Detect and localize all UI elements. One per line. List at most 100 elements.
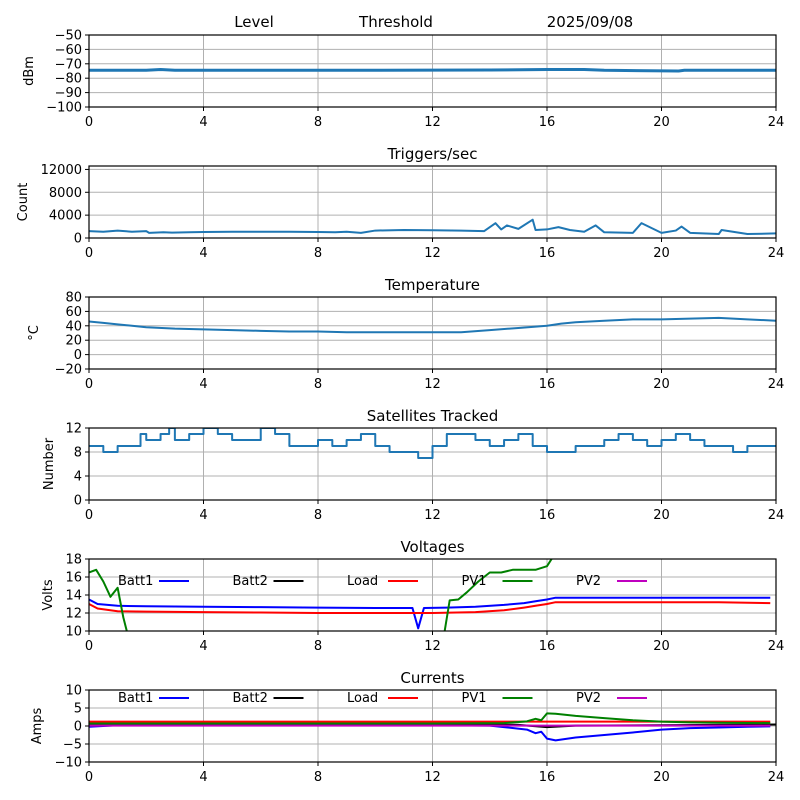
y-axis-label: Volts: [41, 579, 56, 611]
legend-label-load: Load: [347, 691, 378, 706]
y-tick-label: 16: [65, 571, 82, 586]
legend-label-pv1: PV1: [462, 691, 487, 706]
y-tick-label: 10: [65, 625, 82, 640]
x-tick-label: 8: [314, 508, 322, 523]
y-axis-label: Number: [42, 437, 57, 490]
series-group: [89, 68, 776, 73]
legend-label-pv2: PV2: [576, 691, 601, 706]
series-line-level: [89, 68, 776, 73]
y-tick-label: 5: [74, 702, 82, 717]
legend-label-batt2: Batt2: [233, 574, 268, 589]
legend-label-batt1: Batt1: [118, 691, 153, 706]
y-tick-label: −5: [63, 738, 82, 753]
x-tick-label: 24: [768, 115, 785, 130]
y-tick-label: 0: [74, 494, 82, 509]
y-tick-label: 40: [65, 319, 82, 334]
legend: Batt1 Batt2 Load PV1 PV2: [118, 574, 647, 589]
x-tick-label: 20: [653, 639, 670, 654]
x-tick-label: 0: [85, 508, 93, 523]
header-label-level: Level: [234, 13, 274, 31]
y-tick-label: 12: [65, 607, 82, 622]
panel-title: Voltages: [400, 538, 464, 556]
header-labels: Level Threshold 2025/09/08: [234, 13, 633, 31]
x-tick-label: 20: [653, 508, 670, 523]
x-tick-label: 8: [314, 377, 322, 392]
x-tick-label: 0: [85, 639, 93, 654]
y-tick-label: 18: [65, 553, 82, 568]
y-tick-label: −80: [55, 72, 82, 87]
x-tick-label: 4: [199, 377, 207, 392]
x-tick-label: 12: [424, 639, 441, 654]
y-tick-label: 8: [74, 446, 82, 461]
series-line-batt1: [89, 596, 771, 630]
y-tick-label: 10: [65, 684, 82, 699]
x-tick-label: 16: [539, 246, 556, 261]
series-line-pv1: [89, 712, 771, 725]
x-tick-label: 20: [653, 115, 670, 130]
y-tick-label: 0: [74, 720, 82, 735]
x-tick-label: 16: [539, 770, 556, 785]
panel-title: Temperature: [384, 276, 480, 294]
y-tick-label: 8000: [49, 186, 82, 201]
legend-label-pv1: PV1: [462, 574, 487, 589]
y-tick-label: 14: [65, 589, 82, 604]
series-line-triggers: [89, 218, 776, 235]
x-tick-label: 0: [85, 770, 93, 785]
x-tick-label: 24: [768, 639, 785, 654]
x-tick-label: 0: [85, 377, 93, 392]
x-tick-label: 24: [768, 508, 785, 523]
y-tick-label: 0: [74, 232, 82, 247]
legend: Batt1 Batt2 Load PV1 PV2: [118, 691, 647, 706]
y-tick-label: −20: [55, 363, 82, 378]
series-group: [89, 316, 776, 334]
x-tick-label: 24: [768, 377, 785, 392]
series-group: [89, 559, 771, 631]
x-tick-label: 8: [314, 115, 322, 130]
series-line-load: [89, 601, 771, 614]
x-tick-label: 4: [199, 115, 207, 130]
y-tick-label: −50: [55, 29, 82, 44]
y-tick-label: 80: [65, 291, 82, 306]
x-tick-label: 12: [424, 770, 441, 785]
y-tick-label: −90: [55, 86, 82, 101]
panel-title: Satellites Tracked: [367, 407, 498, 425]
x-tick-label: 12: [424, 508, 441, 523]
y-tick-label: 4: [74, 470, 82, 485]
series-line-temperature: [89, 316, 776, 334]
x-tick-label: 4: [199, 246, 207, 261]
header-label-threshold: Threshold: [358, 13, 433, 31]
y-tick-label: −10: [55, 756, 82, 771]
x-tick-label: 16: [539, 639, 556, 654]
x-tick-label: 16: [539, 377, 556, 392]
x-tick-label: 0: [85, 246, 93, 261]
y-tick-label: 12: [65, 422, 82, 437]
x-tick-label: 16: [539, 115, 556, 130]
panel-level: 0 4 8 12 16 20 24 −100−90−80−70−60−50 dBm: [22, 29, 784, 131]
y-tick-label: 0: [74, 348, 82, 363]
y-tick-label: −100: [46, 101, 82, 116]
y-tick-label: 20: [65, 334, 82, 349]
x-tick-label: 24: [768, 770, 785, 785]
y-axis-label: dBm: [22, 56, 37, 86]
header-label-date: 2025/09/08: [547, 13, 633, 31]
x-tick-label: 24: [768, 246, 785, 261]
x-tick-label: 0: [85, 115, 93, 130]
series-line-satellites: [89, 428, 776, 459]
panel-satellites: 0 4 8 12 16 20 24 0 4 8 12 Number Satellites Tracked: [42, 407, 784, 523]
panel-title: Currents: [400, 669, 464, 687]
x-tick-label: 20: [653, 377, 670, 392]
y-tick-label: −70: [55, 57, 82, 72]
x-tick-label: 8: [314, 246, 322, 261]
x-tick-label: 12: [424, 246, 441, 261]
panel-title: Triggers/sec: [387, 145, 478, 163]
y-tick-label: −60: [55, 43, 82, 58]
y-tick-label: 60: [65, 305, 82, 320]
series-line-batt1: [89, 724, 771, 742]
series-group: [89, 218, 776, 235]
legend-label-load: Load: [347, 574, 378, 589]
y-tick-label: 12000: [41, 163, 82, 178]
